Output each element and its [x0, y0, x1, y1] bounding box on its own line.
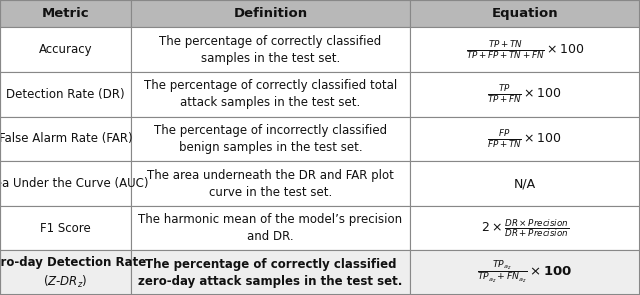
Text: Metric: Metric [42, 7, 90, 20]
Text: The percentage of correctly classified
zero-day attack samples in the test set.: The percentage of correctly classified z… [138, 258, 403, 288]
Bar [131, 250, 410, 295]
Bar [0, 72, 131, 117]
Text: The percentage of correctly classified total
attack samples in the test set.: The percentage of correctly classified t… [144, 79, 397, 109]
Bar [131, 27, 410, 72]
Bar [0, 206, 131, 250]
Bar [410, 0, 640, 27]
Bar [131, 0, 410, 27]
Bar [0, 250, 131, 295]
Text: $2 \times \frac{DR \times Precision}{DR + Precision}$: $2 \times \frac{DR \times Precision}{DR … [481, 217, 569, 239]
Bar [410, 27, 640, 72]
Text: Zero-day Detection Rate
$(Z\text{-}DR_z)$: Zero-day Detection Rate $(Z\text{-}DR_z)… [0, 256, 147, 290]
Text: Area Under the Curve (AUC): Area Under the Curve (AUC) [0, 177, 149, 190]
Bar [410, 161, 640, 206]
Bar [410, 206, 640, 250]
Bar [131, 117, 410, 161]
Text: N/A: N/A [514, 177, 536, 190]
Bar [410, 250, 640, 295]
Text: The area underneath the DR and FAR plot
curve in the test set.: The area underneath the DR and FAR plot … [147, 168, 394, 199]
Text: $\frac{TP}{TP+FN} \times 100$: $\frac{TP}{TP+FN} \times 100$ [488, 83, 562, 105]
Bar [0, 117, 131, 161]
Bar [131, 161, 410, 206]
Text: $\frac{FP}{FP+TN} \times 100$: $\frac{FP}{FP+TN} \times 100$ [488, 128, 562, 150]
Text: Detection Rate (DR): Detection Rate (DR) [6, 88, 125, 101]
Text: $\frac{TP+TN}{TP+FP+TN+FN} \times 100$: $\frac{TP+TN}{TP+FP+TN+FN} \times 100$ [465, 39, 584, 61]
Bar [410, 117, 640, 161]
Text: Definition: Definition [234, 7, 307, 20]
Bar [0, 27, 131, 72]
Text: The percentage of incorrectly classified
benign samples in the test set.: The percentage of incorrectly classified… [154, 124, 387, 154]
Bar [131, 206, 410, 250]
Text: Equation: Equation [492, 7, 558, 20]
Text: The percentage of correctly classified
samples in the test set.: The percentage of correctly classified s… [159, 35, 381, 65]
Text: $\frac{TP_{a_z}}{TP_{a_z}+FN_{a_z}} \times \mathbf{100}$: $\frac{TP_{a_z}}{TP_{a_z}+FN_{a_z}} \tim… [477, 259, 573, 286]
Text: Accuracy: Accuracy [39, 43, 92, 56]
Text: The harmonic mean of the model’s precision
and DR.: The harmonic mean of the model’s precisi… [138, 213, 403, 243]
Text: False Alarm Rate (FAR): False Alarm Rate (FAR) [0, 132, 132, 145]
Bar [0, 0, 131, 27]
Bar [131, 72, 410, 117]
Bar [0, 161, 131, 206]
Bar [410, 72, 640, 117]
Text: F1 Score: F1 Score [40, 222, 91, 235]
